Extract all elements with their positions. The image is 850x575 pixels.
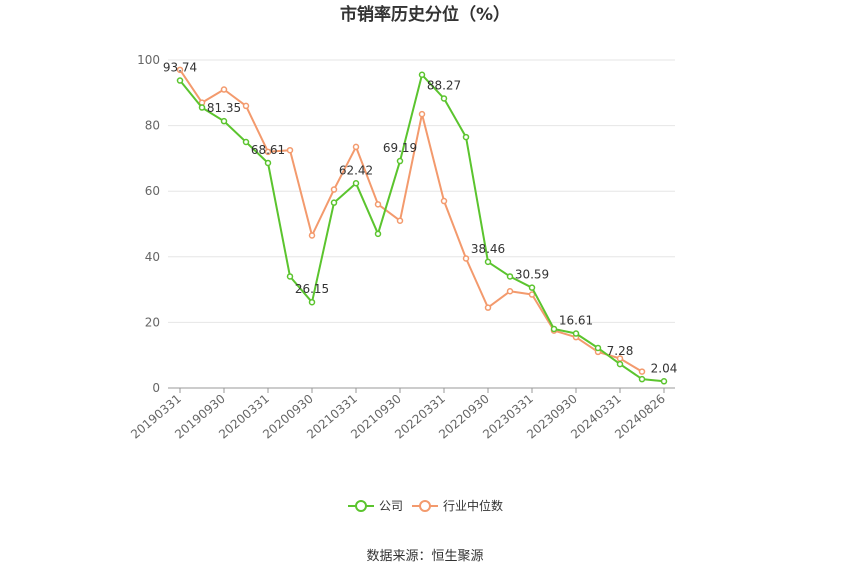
data-label: 81.35 [207, 101, 241, 115]
data-point-0[interactable] [616, 360, 624, 368]
data-label: 7.28 [607, 344, 634, 358]
data-point-1[interactable] [374, 201, 382, 208]
data-point-1[interactable] [220, 86, 228, 93]
data-point-0[interactable] [176, 77, 184, 84]
y-axis: 0 20 40 60 80 100 [137, 53, 160, 395]
data-point-0[interactable] [352, 180, 360, 187]
data-point-0[interactable] [484, 258, 492, 266]
data-label: 26.15 [295, 282, 329, 296]
y-tick-label: 60 [145, 184, 160, 198]
data-point-0[interactable] [374, 230, 382, 238]
x-axis: 2019033120190930202003312020093020210331… [128, 387, 675, 442]
data-point-1[interactable] [484, 304, 492, 311]
data-label: 88.27 [427, 78, 461, 92]
data-point-1[interactable] [352, 143, 360, 151]
data-label: 30.59 [515, 268, 549, 282]
data-point-1[interactable] [264, 148, 272, 156]
legend-label-0[interactable]: 公司 [379, 499, 403, 513]
legend-marker-1[interactable] [419, 500, 431, 512]
legend-label-1[interactable]: 行业中位数 [443, 498, 503, 513]
data-point-0[interactable] [418, 71, 426, 79]
data-point-1[interactable] [638, 368, 646, 375]
data-label: 93.74 [163, 61, 197, 75]
data-point-0[interactable] [528, 284, 536, 291]
data-label: 62.42 [339, 163, 373, 177]
data-label: 69.19 [383, 141, 417, 155]
data-point-0[interactable] [286, 273, 294, 280]
data-point-1[interactable] [330, 186, 338, 193]
y-tick-label: 0 [152, 381, 160, 395]
data-point-0[interactable] [396, 157, 404, 165]
data-labels: 93.74 81.35 68.61 26.15 62.42 69.19 88.27 38.46… [163, 61, 678, 376]
data-point-0[interactable] [572, 330, 580, 337]
data-point-0[interactable] [638, 375, 646, 383]
data-label: 2.04 [651, 361, 678, 375]
y-tick-label: 20 [145, 315, 160, 329]
data-label: 16.61 [559, 314, 593, 328]
data-point-0[interactable] [264, 159, 272, 167]
y-tick-label: 40 [145, 250, 160, 264]
chart-title: 市销率历史分位（%） [340, 4, 510, 25]
data-point-1[interactable] [308, 232, 316, 239]
data-point-0[interactable] [220, 117, 228, 125]
legend-marker-0[interactable] [355, 500, 367, 512]
legend[interactable]: 公司 行业中位数 [348, 498, 503, 513]
data-source: 数据来源：恒生聚源 [366, 549, 483, 564]
data-point-0[interactable] [660, 378, 668, 385]
data-point-1[interactable] [176, 66, 184, 74]
data-point-1[interactable] [462, 255, 470, 262]
data-point-1[interactable] [506, 287, 514, 295]
data-point-0[interactable] [330, 199, 338, 206]
data-point-0[interactable] [506, 273, 514, 280]
data-point-1[interactable] [418, 110, 426, 118]
data-point-0[interactable] [198, 104, 206, 111]
grid-lines [168, 59, 675, 323]
series-line-1 [179, 69, 643, 373]
data-point-0[interactable] [550, 325, 558, 333]
y-tick-label: 100 [137, 53, 160, 67]
data-label: 68.61 [251, 143, 285, 157]
data-point-1[interactable] [286, 146, 294, 154]
data-point-0[interactable] [594, 344, 602, 352]
y-tick-label: 80 [145, 119, 160, 133]
data-point-1[interactable] [396, 217, 404, 224]
data-point-0[interactable] [440, 95, 448, 102]
data-point-0[interactable] [242, 138, 250, 146]
data-point-0[interactable] [462, 133, 470, 141]
data-point-0[interactable] [308, 298, 316, 306]
series-layer [176, 66, 668, 385]
data-point-1[interactable] [440, 197, 448, 205]
data-label: 38.46 [471, 242, 505, 256]
data-point-1[interactable] [242, 102, 250, 110]
